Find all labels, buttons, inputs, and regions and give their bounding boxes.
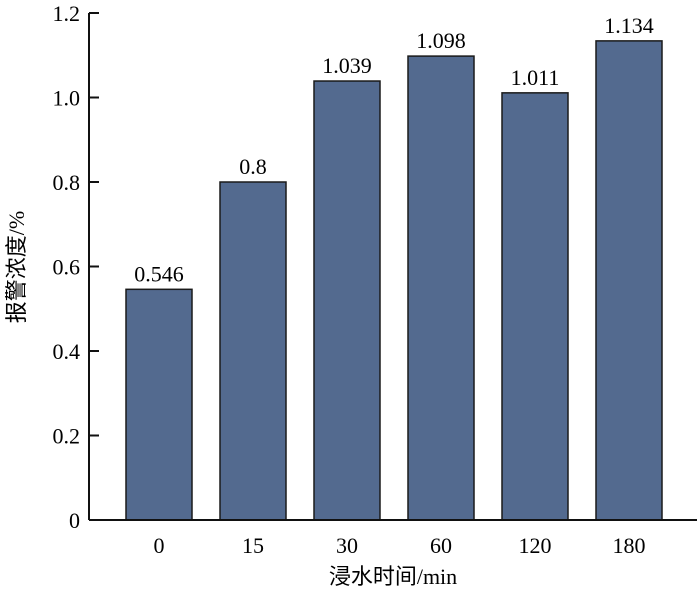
data-label: 0.546 (134, 261, 184, 286)
bar (125, 288, 193, 521)
y-tick-label: 1.2 (53, 1, 81, 26)
bar (407, 55, 475, 521)
bar (595, 40, 663, 521)
data-label: 1.039 (322, 53, 372, 78)
y-tick-label: 0 (69, 508, 80, 533)
x-tick-label: 60 (430, 533, 452, 558)
x-tick-label: 15 (242, 533, 264, 558)
data-label: 1.134 (604, 13, 654, 38)
x-tick-label: 120 (519, 533, 552, 558)
y-tick-label: 0.8 (53, 170, 81, 195)
x-tick-label: 180 (613, 533, 646, 558)
y-tick-label: 1.0 (53, 86, 81, 111)
data-label: 1.098 (416, 28, 466, 53)
y-tick-label: 0.6 (53, 255, 81, 280)
x-tick-label: 0 (154, 533, 165, 558)
y-tick-label: 0.4 (53, 339, 81, 364)
x-axis-label: 浸水时间/min (329, 564, 457, 589)
y-tick-label: 0.2 (53, 424, 81, 449)
data-label: 0.8 (239, 154, 267, 179)
bar (313, 80, 381, 521)
bar (219, 181, 287, 521)
bar (501, 92, 569, 521)
y-axis-label: 报警浓度/% (4, 211, 29, 323)
x-tick-label: 30 (336, 533, 358, 558)
data-label: 1.011 (511, 65, 560, 90)
